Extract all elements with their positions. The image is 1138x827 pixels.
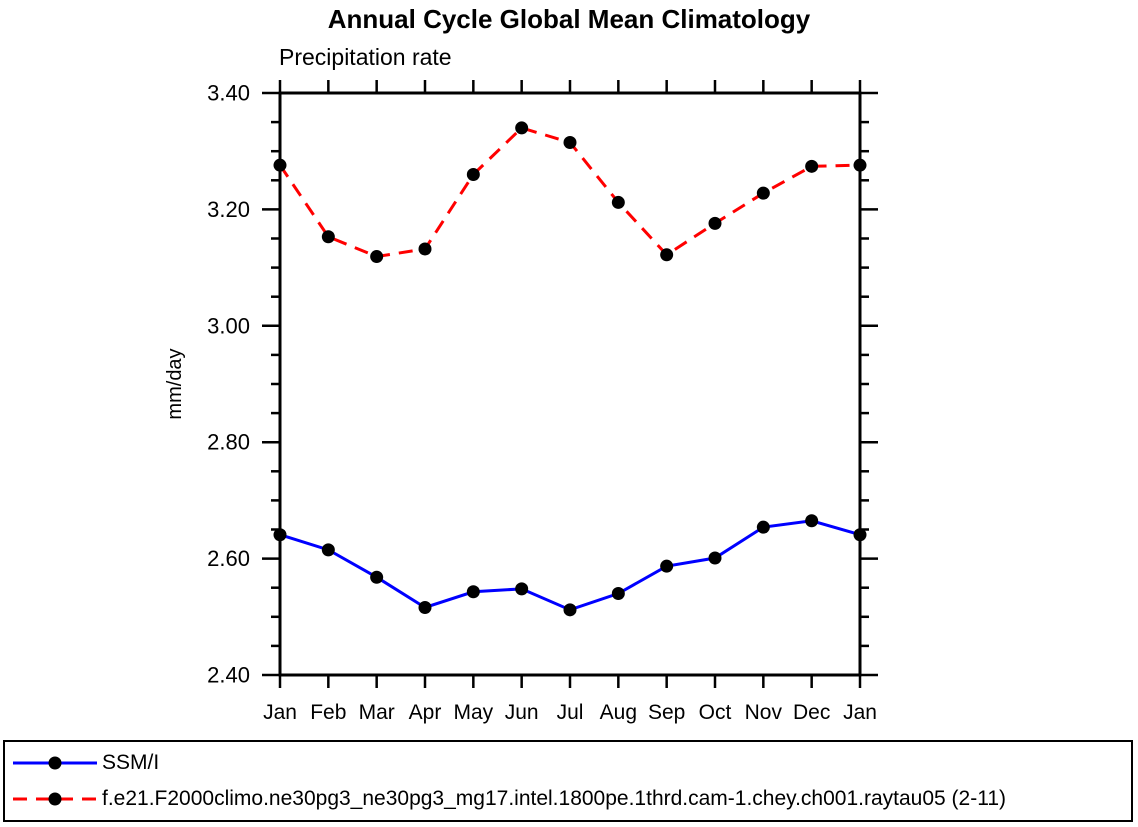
svg-text:Mar: Mar — [359, 701, 395, 724]
legend-label-model: f.e21.F2000climo.ne30pg3_ne30pg3_mg17.in… — [102, 787, 1007, 810]
svg-text:Aug: Aug — [600, 701, 637, 724]
legend-row-ssmi: SSM/I — [11, 746, 1131, 780]
svg-text:Apr: Apr — [409, 701, 442, 724]
svg-text:Jan: Jan — [263, 701, 297, 724]
svg-text:Jul: Jul — [557, 701, 584, 724]
svg-text:3.40: 3.40 — [207, 81, 250, 106]
line-plot-canvas: 2.40 2.60 2.80 3.00 3.20 3.40 Jan Feb Mar Apr May J… — [164, 80, 878, 724]
svg-text:May: May — [453, 701, 493, 724]
svg-text:2.40: 2.40 — [207, 663, 250, 688]
legend-box: SSM/I f.e21.F2000climo.ne30pg3_ne30pg3_m… — [3, 740, 1133, 822]
legend-line-sample-ssmi — [13, 756, 97, 770]
svg-text:Sep: Sep — [648, 701, 685, 724]
legend-line-sample-model — [13, 792, 97, 806]
svg-text:2.80: 2.80 — [207, 430, 250, 455]
svg-text:Dec: Dec — [793, 701, 830, 724]
chart-subtitle: Precipitation rate — [279, 44, 452, 70]
svg-text:3.00: 3.00 — [207, 313, 250, 338]
legend-label-ssmi: SSM/I — [102, 751, 160, 774]
svg-text:2.60: 2.60 — [207, 546, 250, 571]
svg-text:Jun: Jun — [505, 701, 539, 724]
chart-title: Annual Cycle Global Mean Climatology — [327, 4, 811, 34]
svg-text:Nov: Nov — [745, 701, 783, 724]
legend-row-model: f.e21.F2000climo.ne30pg3_ne30pg3_mg17.in… — [11, 782, 1131, 816]
svg-text:3.20: 3.20 — [207, 197, 250, 222]
svg-text:Oct: Oct — [699, 701, 732, 724]
svg-text:Feb: Feb — [310, 701, 346, 724]
svg-text:Jan: Jan — [843, 701, 877, 724]
svg-text:mm/day: mm/day — [164, 348, 186, 419]
